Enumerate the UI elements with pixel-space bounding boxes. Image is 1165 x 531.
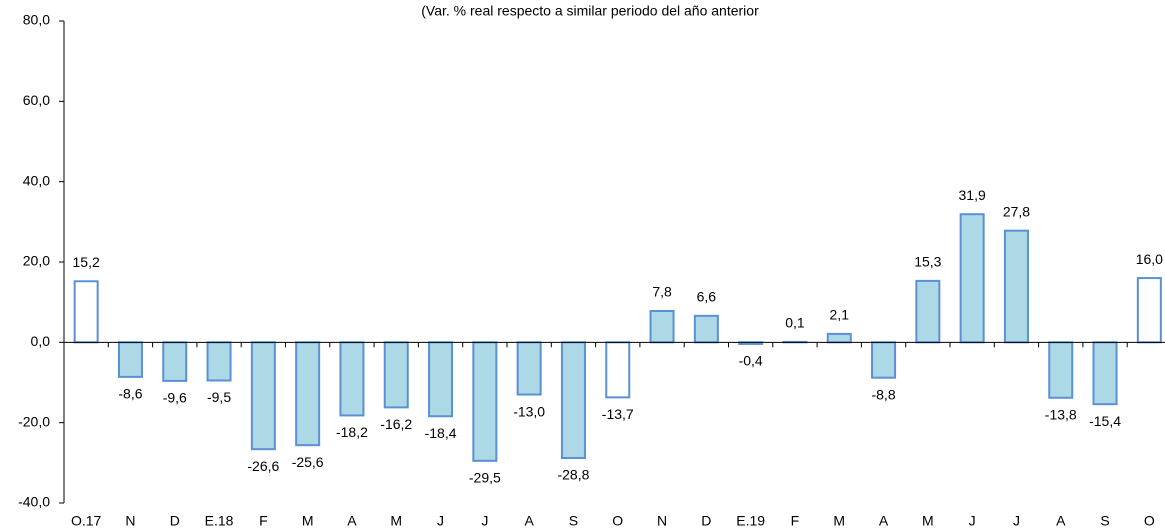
value-label: -9,6 bbox=[163, 390, 187, 406]
value-label: -29,5 bbox=[469, 470, 501, 486]
x-tick-label: A bbox=[879, 513, 889, 529]
bar bbox=[693, 314, 719, 344]
x-tick-label: D bbox=[701, 513, 711, 529]
bar bbox=[605, 341, 631, 399]
x-tick-label: N bbox=[125, 513, 135, 529]
value-label: 16,0 bbox=[1136, 251, 1163, 267]
x-tick-label: S bbox=[569, 513, 578, 529]
x-tick-label: J bbox=[481, 513, 488, 529]
x-tick-label: F bbox=[791, 513, 800, 529]
chart-title: (Var. % real respecto a similar periodo … bbox=[421, 3, 759, 19]
x-tick-label: J bbox=[969, 513, 976, 529]
bar bbox=[516, 341, 542, 396]
x-tick-label: A bbox=[1056, 513, 1066, 529]
x-tick-label: M bbox=[390, 513, 402, 529]
x-tick-label: O bbox=[1144, 513, 1155, 529]
x-tick-label: J bbox=[1013, 513, 1020, 529]
bar bbox=[428, 341, 454, 418]
y-tick-label: 80,0 bbox=[23, 12, 50, 28]
y-tick-label: -20,0 bbox=[18, 413, 50, 429]
bar bbox=[162, 341, 188, 382]
value-label: -25,6 bbox=[292, 454, 324, 470]
value-label: -0,4 bbox=[739, 353, 763, 369]
value-label: -15,4 bbox=[1089, 413, 1121, 429]
x-tick-label: E.18 bbox=[205, 513, 234, 529]
value-label: 31,9 bbox=[959, 187, 986, 203]
bar bbox=[117, 341, 143, 378]
bar bbox=[826, 332, 852, 344]
bar bbox=[1136, 277, 1162, 344]
bar bbox=[339, 341, 365, 417]
value-label: 7,8 bbox=[652, 284, 672, 300]
bar bbox=[1048, 341, 1074, 399]
bar bbox=[1092, 341, 1118, 406]
value-label: 0,1 bbox=[785, 315, 805, 331]
bar bbox=[295, 341, 321, 447]
value-label: -9,5 bbox=[207, 389, 231, 405]
y-tick-label: 60,0 bbox=[23, 92, 50, 108]
y-tick-label: 20,0 bbox=[23, 253, 50, 269]
value-label: -28,8 bbox=[557, 467, 589, 483]
value-label: -16,2 bbox=[380, 416, 412, 432]
value-label: -13,0 bbox=[513, 403, 545, 419]
x-tick-label: A bbox=[524, 513, 534, 529]
bar bbox=[560, 341, 586, 460]
bar bbox=[472, 341, 498, 462]
value-label: -8,8 bbox=[871, 386, 895, 402]
bar bbox=[649, 310, 675, 344]
x-tick-label: O bbox=[612, 513, 623, 529]
value-label: 6,6 bbox=[697, 289, 717, 305]
value-label: -8,6 bbox=[118, 386, 142, 402]
x-tick-label: A bbox=[347, 513, 357, 529]
bar bbox=[1003, 229, 1029, 344]
x-tick-label: J bbox=[437, 513, 444, 529]
value-label: -18,2 bbox=[336, 424, 368, 440]
value-label: -13,7 bbox=[602, 406, 634, 422]
x-tick-label: F bbox=[259, 513, 268, 529]
bar bbox=[871, 341, 897, 379]
bar bbox=[383, 341, 409, 409]
bar bbox=[206, 341, 232, 382]
x-tick-label: D bbox=[170, 513, 180, 529]
y-tick-label: 40,0 bbox=[23, 172, 50, 188]
value-label: -26,6 bbox=[247, 458, 279, 474]
value-label: 15,2 bbox=[73, 254, 100, 270]
x-tick-label: M bbox=[922, 513, 934, 529]
x-tick-label: S bbox=[1100, 513, 1109, 529]
y-tick-label: -40,0 bbox=[18, 494, 50, 510]
x-tick-label: M bbox=[833, 513, 845, 529]
value-label: 27,8 bbox=[1003, 203, 1030, 219]
y-tick-label: 0,0 bbox=[31, 333, 51, 349]
value-label: -13,8 bbox=[1045, 406, 1077, 422]
x-tick-label: O.17 bbox=[71, 513, 102, 529]
value-label: 15,3 bbox=[914, 254, 941, 270]
value-label: 2,1 bbox=[830, 307, 850, 323]
value-label: -18,4 bbox=[425, 425, 457, 441]
x-tick-label: E.19 bbox=[736, 513, 765, 529]
x-tick-label: M bbox=[302, 513, 314, 529]
bar bbox=[915, 279, 941, 344]
bar bbox=[73, 280, 99, 344]
x-tick-label: N bbox=[657, 513, 667, 529]
bar bbox=[959, 213, 985, 344]
bar bbox=[250, 341, 276, 451]
